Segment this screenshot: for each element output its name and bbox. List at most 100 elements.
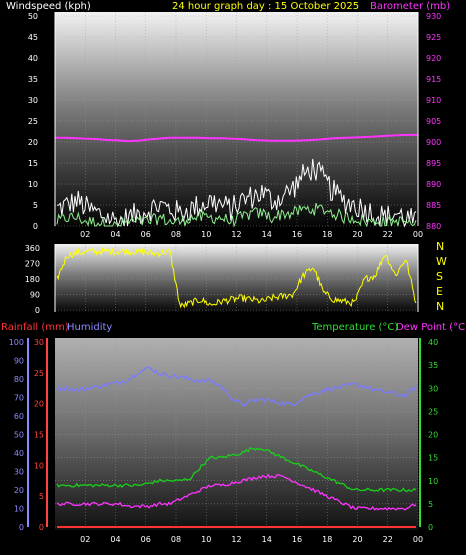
temp-y-tick-label: 0 [428, 523, 433, 532]
x-tick-label: 02 [80, 230, 90, 239]
rain-y-tick-label: 25 [34, 369, 44, 378]
humidity-y-tick-label: 60 [14, 412, 24, 421]
barometer-y-tick-label: 890 [426, 180, 441, 189]
rain-y-tick-label: 5 [39, 492, 44, 501]
wind-direction-line [56, 246, 417, 309]
barometer-y-tick-label: 910 [426, 96, 441, 105]
temp-y-tick-label: 35 [428, 361, 438, 370]
x-tick-label: 08 [171, 535, 181, 544]
direction-y-tick-label: 270 [25, 260, 40, 269]
humidity-line [56, 366, 417, 407]
barometer-y-tick-label: 905 [426, 117, 441, 126]
x-tick-label: 22 [383, 535, 393, 544]
direction-plot [56, 246, 417, 309]
x-tick-label: 10 [201, 230, 211, 239]
temperature-axis-label: Temperature (°C) [311, 322, 398, 333]
temp-y-tick-label: 5 [428, 500, 433, 509]
wind-panel-bg [55, 12, 418, 226]
wind-y-tick-label: 0 [33, 222, 38, 231]
temp-y-tick-label: 40 [428, 338, 438, 347]
humidity-y-tick-label: 10 [14, 505, 24, 514]
humidity-y-tick-label: 80 [14, 375, 24, 384]
wind-grid [55, 12, 419, 227]
x-tick-label: 16 [292, 230, 302, 239]
rain-y-tick-label: 0 [39, 523, 44, 532]
humidity-y-tick-label: 100 [9, 338, 24, 347]
humidity-y-tick-label: 40 [14, 449, 24, 458]
temp-y-tick-label: 30 [428, 384, 438, 393]
humidity-y-tick-label: 90 [14, 357, 24, 366]
windspeed-axis-label: Windspeed (kph) [6, 1, 91, 12]
dew-point-axis-label: Dew Point (°C) [396, 322, 466, 333]
x-tick-label: 00 [413, 230, 423, 239]
x-tick-label: 20 [352, 535, 362, 544]
x-tick-label: 12 [231, 535, 241, 544]
wind-plot [55, 133, 418, 228]
direction-y-tick-label: 90 [30, 291, 40, 300]
temp-y-tick-label: 15 [428, 454, 438, 463]
barometer-y-tick-label: 930 [426, 12, 441, 21]
temperature-line [56, 446, 417, 493]
wind-speed-line [56, 202, 417, 228]
wind-y-tick-label: 5 [33, 201, 38, 210]
dew-point-line [56, 473, 417, 511]
temp-y-tick-label: 25 [428, 407, 438, 416]
barometer-y-tick-label: 915 [426, 75, 441, 84]
wind-y-tick-label: 10 [28, 180, 38, 189]
x-tick-label: 16 [292, 535, 302, 544]
wind-y-tick-label: 15 [28, 159, 38, 168]
temp-y-tick-label: 10 [428, 477, 438, 486]
wind-gust-line [56, 158, 417, 228]
direction-y-tick-label: 0 [35, 306, 40, 315]
x-tick-label: 08 [171, 230, 181, 239]
direction-y-tick-label: 360 [25, 244, 40, 253]
barometer-axis-label: Barometer (mb) [370, 1, 450, 12]
wind-y-tick-label: 45 [28, 33, 38, 42]
humidity-y-tick-label: 50 [14, 431, 24, 440]
compass-label: N [436, 240, 444, 253]
humidity-y-tick-label: 30 [14, 468, 24, 477]
x-tick-label: 18 [322, 230, 332, 239]
x-tick-label: 06 [141, 535, 151, 544]
rain-y-tick-label: 30 [34, 338, 44, 347]
x-tick-label: 18 [322, 535, 332, 544]
humidity-y-tick-label: 0 [19, 523, 24, 532]
barometer-y-tick-label: 920 [426, 54, 441, 63]
rain-y-tick-label: 15 [34, 431, 44, 440]
compass-label: N [436, 300, 444, 313]
rain-y-tick-label: 20 [34, 400, 44, 409]
x-tick-label: 04 [110, 230, 120, 239]
x-tick-label: 10 [201, 535, 211, 544]
chart-title: 24 hour graph day : 15 October 2025 [172, 1, 359, 12]
x-tick-label: 20 [352, 230, 362, 239]
x-tick-label: 06 [141, 230, 151, 239]
barometer-y-tick-label: 900 [426, 138, 441, 147]
wind-y-tick-label: 35 [28, 75, 38, 84]
humidity-y-tick-label: 20 [14, 486, 24, 495]
barometer-y-tick-label: 895 [426, 159, 441, 168]
x-tick-label: 14 [262, 230, 272, 239]
wind-y-tick-label: 40 [28, 54, 38, 63]
compass-label: E [436, 285, 443, 298]
x-tick-label: 02 [80, 535, 90, 544]
wind-y-tick-label: 25 [28, 117, 38, 126]
humidity-axis-label: Humidity [67, 322, 112, 333]
compass-label: S [436, 270, 443, 283]
barometer-y-tick-label: 925 [426, 33, 441, 42]
x-tick-label: 04 [110, 535, 120, 544]
humidity-y-tick-label: 70 [14, 394, 24, 403]
x-tick-label: 12 [231, 230, 241, 239]
barometer-y-tick-label: 885 [426, 201, 441, 210]
direction-y-tick-label: 180 [25, 275, 40, 284]
barometer-line [55, 133, 418, 143]
compass-label: W [436, 255, 447, 268]
x-tick-label: 22 [383, 230, 393, 239]
wind-y-tick-label: 50 [28, 12, 38, 21]
wind-y-tick-label: 30 [28, 96, 38, 105]
wind-y-tick-label: 20 [28, 138, 38, 147]
x-tick-label: 00 [413, 535, 423, 544]
temp-plot [56, 366, 417, 528]
barometer-y-tick-label: 880 [426, 222, 441, 231]
x-tick-label: 14 [262, 535, 272, 544]
